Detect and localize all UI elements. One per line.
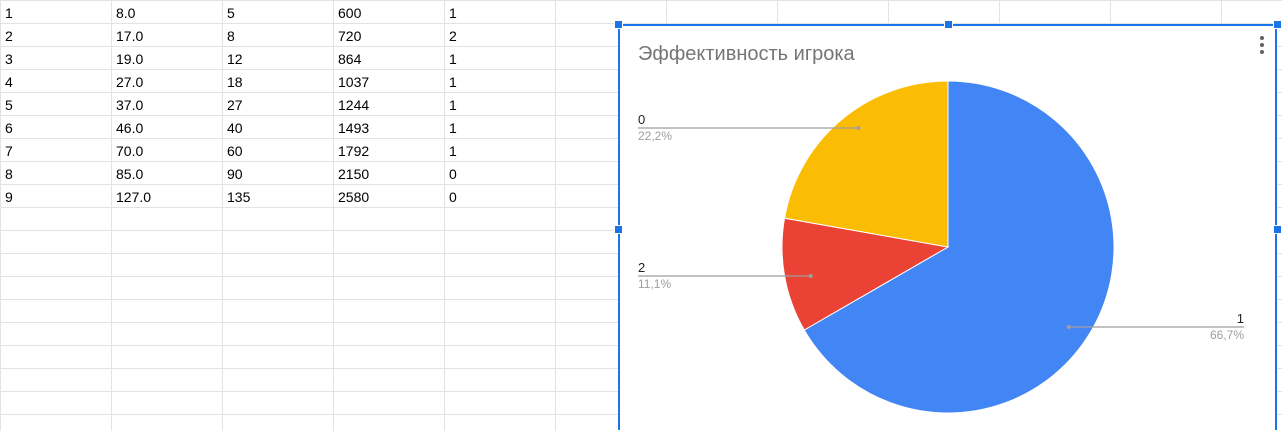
table-cell[interactable]: 1	[449, 120, 457, 136]
table-cell[interactable]: 1	[449, 74, 457, 90]
table-cell[interactable]: 1244	[338, 97, 370, 113]
table-cell[interactable]: 85.0	[116, 166, 144, 182]
resize-handle[interactable]	[1273, 20, 1282, 29]
slice-percent-label: 66,7%	[1210, 328, 1244, 342]
column-divider	[222, 0, 223, 431]
table-cell[interactable]: 19.0	[116, 51, 144, 67]
table-cell[interactable]: 8	[227, 28, 235, 44]
column-divider	[555, 0, 556, 431]
column-divider	[333, 0, 334, 431]
table-cell[interactable]: 8.0	[116, 5, 136, 21]
table-cell[interactable]: 9	[5, 189, 13, 205]
table-cell[interactable]: 27	[227, 97, 243, 113]
chart-title: Эффективность игрока	[638, 43, 855, 65]
table-cell[interactable]: 1792	[338, 143, 370, 159]
table-cell[interactable]: 0	[449, 189, 457, 205]
slice-label: 1	[1237, 311, 1244, 326]
table-cell[interactable]: 18	[227, 74, 243, 90]
leader-dot	[808, 274, 813, 278]
table-cell[interactable]: 90	[227, 166, 243, 182]
resize-handle[interactable]	[614, 20, 623, 29]
pie-slice[interactable]	[783, 80, 949, 248]
leader-dot	[1066, 325, 1071, 329]
table-cell[interactable]: 1493	[338, 120, 370, 136]
table-cell[interactable]: 0	[449, 166, 457, 182]
table-cell[interactable]: 3	[5, 51, 13, 67]
resize-handle[interactable]	[943, 20, 953, 29]
resize-handle[interactable]	[1273, 225, 1282, 234]
table-cell[interactable]: 600	[338, 5, 362, 21]
row-divider	[0, 23, 1282, 24]
table-cell[interactable]: 1	[449, 51, 457, 67]
table-cell[interactable]: 70.0	[116, 143, 144, 159]
table-cell[interactable]: 2580	[338, 189, 370, 205]
pie-chart[interactable]: Эффективность игрока 1 66,7% 2 11,1% 0 22,2%	[614, 20, 1282, 431]
table-cell[interactable]: 17.0	[116, 28, 144, 44]
table-cell[interactable]: 1	[449, 143, 457, 159]
slice-percent-label: 22,2%	[638, 129, 672, 143]
table-cell[interactable]: 4	[5, 74, 13, 90]
table-cell[interactable]: 5	[5, 97, 13, 113]
pie-slice[interactable]	[803, 80, 1115, 414]
table-cell[interactable]: 1037	[338, 74, 370, 90]
column-divider	[444, 0, 445, 431]
table-cell[interactable]: 46.0	[116, 120, 144, 136]
table-cell[interactable]: 1	[449, 97, 457, 113]
table-cell[interactable]: 864	[338, 51, 362, 67]
table-cell[interactable]: 1	[5, 5, 13, 21]
table-cell[interactable]: 2	[449, 28, 457, 44]
column-divider	[111, 0, 112, 431]
column-divider	[0, 0, 1, 431]
table-cell[interactable]: 7	[5, 143, 13, 159]
table-cell[interactable]: 27.0	[116, 74, 144, 90]
table-cell[interactable]: 2150	[338, 166, 370, 182]
table-cell[interactable]: 127.0	[116, 189, 152, 205]
slice-percent-label: 11,1%	[638, 277, 671, 291]
table-cell[interactable]: 60	[227, 143, 243, 159]
slice-label: 2	[638, 260, 645, 275]
table-cell[interactable]: 1	[449, 5, 457, 21]
table-cell[interactable]: 8	[5, 166, 13, 182]
resize-handle[interactable]	[614, 225, 623, 234]
table-cell[interactable]: 6	[5, 120, 13, 136]
more-vert-icon[interactable]	[1259, 36, 1265, 58]
table-cell[interactable]: 37.0	[116, 97, 144, 113]
pie-plot: 1 66,7% 2 11,1% 0 22,2%	[638, 80, 1244, 414]
table-cell[interactable]: 720	[338, 28, 362, 44]
leader-dot	[856, 126, 861, 130]
table-cell[interactable]: 135	[227, 189, 251, 205]
table-cell[interactable]: 40	[227, 120, 243, 136]
table-cell[interactable]: 2	[5, 28, 13, 44]
table-cell[interactable]: 12	[227, 51, 243, 67]
table-cell[interactable]: 5	[227, 5, 235, 21]
row-divider	[0, 0, 1282, 1]
slice-label: 0	[638, 112, 645, 127]
